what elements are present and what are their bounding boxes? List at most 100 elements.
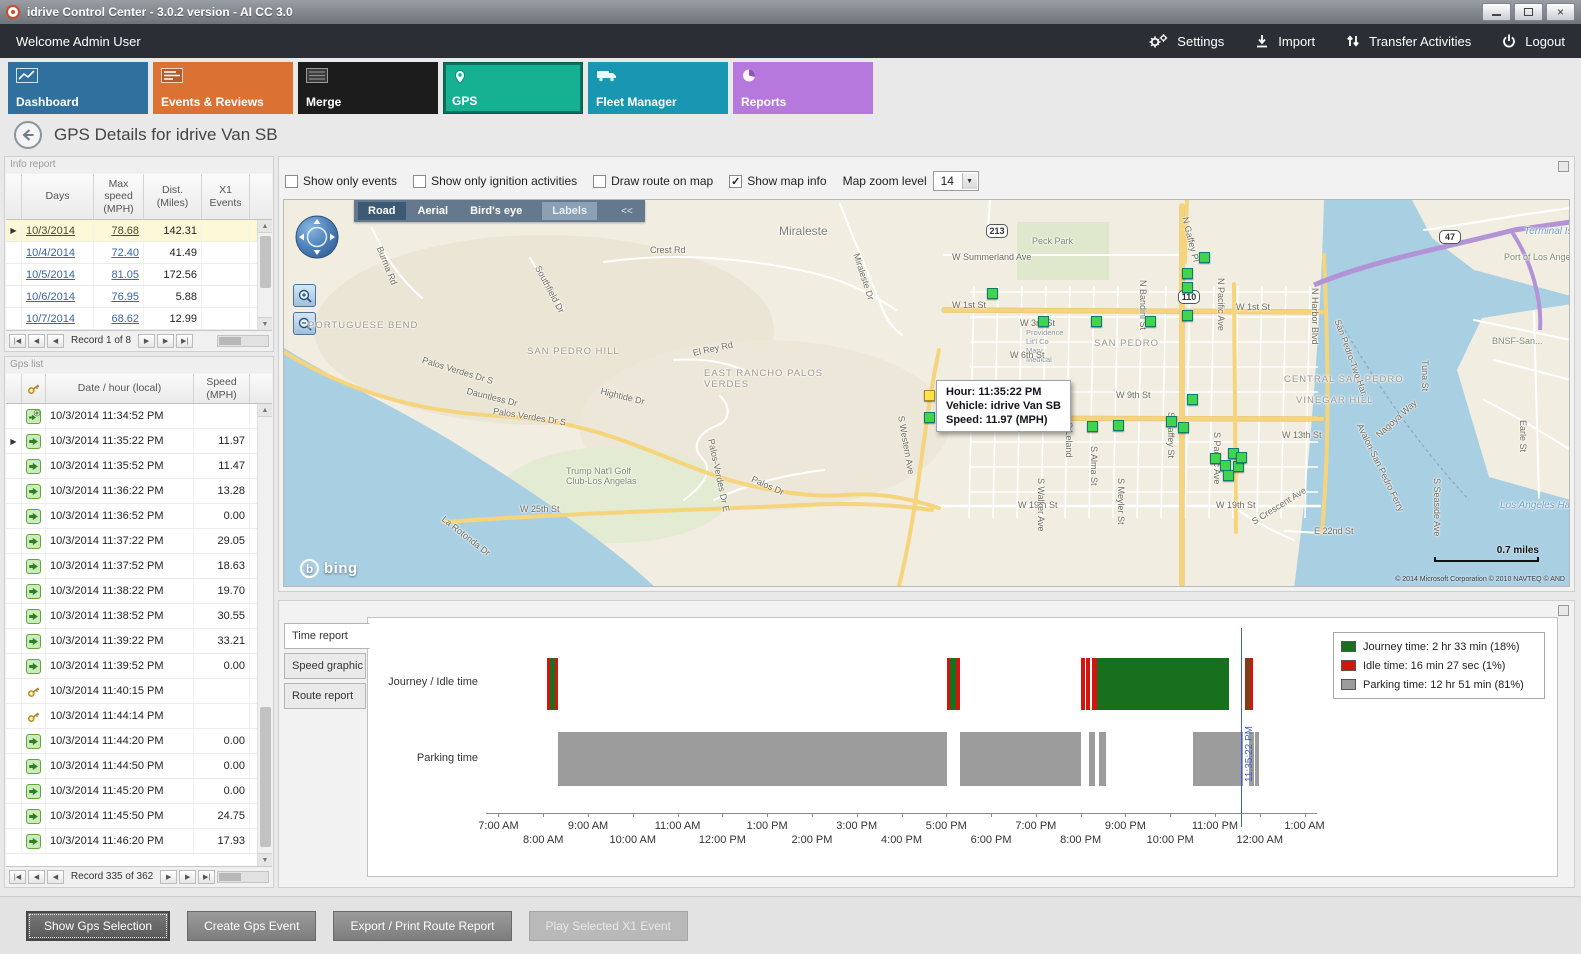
gps-marker[interactable] [1038,316,1049,327]
gps-marker[interactable] [1178,422,1189,433]
gps-pager-next-button[interactable]: ▶ [179,869,197,884]
chart-panel-collapse-button[interactable] [1558,605,1569,616]
map-zoom-select[interactable]: 14 ▼ [932,171,979,191]
gps-icon-column-header[interactable] [22,374,46,403]
gps-list-row[interactable]: 10/3/2014 11:37:52 PM 18.63 [6,554,272,579]
topbar-logout-button[interactable]: Logout [1501,33,1565,49]
date-link[interactable]: 10/7/2014 [26,312,75,325]
map-canvas[interactable]: Road Aerial Bird's eye Labels << Miraleste Pe… [283,199,1570,587]
info-pager-next-button[interactable]: ▶ [138,333,156,348]
info-report-row[interactable]: ▶ 10/3/2014 78.68 142.31 [6,220,272,242]
close-button[interactable]: × [1546,3,1575,21]
gps-list-row[interactable]: 10/3/2014 11:38:52 PM 30.55 [6,604,272,629]
max-speed-link[interactable]: 76.95 [111,290,139,303]
map-panel-collapse-button[interactable] [1558,161,1569,172]
gps-column-header[interactable]: Date / hour (local) [46,374,194,403]
gps-vertical-scrollbar[interactable]: ▲ ▼ [257,404,272,866]
gps-marker[interactable] [1113,420,1124,431]
scroll-thumb[interactable] [259,236,271,288]
gps-list-row[interactable]: 10/3/2014 11:39:52 PM 0.00 [6,654,272,679]
time-chart-plot[interactable]: Journey / Idle time Parking time 7:00 AM 9:… [388,628,1325,846]
gps-marker[interactable] [1236,452,1247,463]
gps-marker[interactable] [987,288,998,299]
gps-marker[interactable] [1187,394,1198,405]
gps-marker[interactable] [1182,310,1193,321]
info-vertical-scrollbar[interactable]: ▲ ▼ [257,220,272,330]
nav-tile-events-reviews[interactable]: Events & Reviews [153,62,293,114]
info-pager-next-button[interactable]: ▶| [176,333,194,348]
map-tabbar-collapse-button[interactable]: << [621,205,633,217]
maximize-button[interactable] [1514,3,1543,21]
nav-tile-reports[interactable]: Reports [733,62,873,114]
nav-tile-fleet-manager[interactable]: Fleet Manager [588,62,728,114]
map-compass-control[interactable] [294,214,340,263]
date-link[interactable]: 10/5/2014 [26,268,75,281]
gps-list-row[interactable]: 10/3/2014 11:44:20 PM 0.00 [6,729,272,754]
info-pager-hscrollbar[interactable] [217,334,269,347]
gps-list-row[interactable]: 10/3/2014 11:35:52 PM 11.47 [6,454,272,479]
topbar-transfer-activities-button[interactable]: Transfer Activities [1345,33,1471,49]
export-print-route-report-button[interactable]: Export / Print Route Report [333,910,512,941]
map-zoom-in-button[interactable] [293,284,316,307]
scroll-up-arrow[interactable]: ▲ [258,220,272,233]
info-column-header[interactable]: Dist. (Miles) [144,174,202,219]
gps-pager-next-button[interactable]: ▶ [160,869,178,884]
gps-marker[interactable] [1087,421,1098,432]
scroll-thumb[interactable] [259,707,271,847]
gps-list-row[interactable]: 10/3/2014 11:45:20 PM 0.00 [6,779,272,804]
back-button[interactable] [14,121,42,149]
date-link[interactable]: 10/4/2014 [26,246,75,259]
gps-list-row[interactable]: 10/3/2014 11:44:14 PM [6,704,272,729]
gps-list-row[interactable]: ▶ 10/3/2014 11:35:22 PM 11.97 [6,429,272,454]
gps-marker[interactable] [1091,316,1102,327]
scroll-down-arrow[interactable]: ▼ [258,317,272,330]
info-column-header[interactable]: Max speed (MPH) [94,174,144,219]
nav-tile-dashboard[interactable]: Dashboard [8,62,148,114]
date-link[interactable]: 10/6/2014 [26,290,75,303]
map-zoom-out-button[interactable] [293,312,316,335]
date-link[interactable]: 10/3/2014 [26,224,75,237]
gps-marker[interactable] [1182,268,1193,279]
max-speed-link[interactable]: 72.40 [111,246,139,259]
checkbox-draw-route-on-map[interactable]: Draw route on map [593,174,713,188]
info-report-row[interactable]: 10/7/2014 68.62 12.99 [6,308,272,330]
gps-list-row[interactable]: 10/3/2014 11:46:20 PM 17.93 [6,829,272,854]
gps-marker[interactable] [1166,416,1177,427]
gps-list-row[interactable]: 10/3/2014 11:34:52 PM [6,404,272,429]
minimize-button[interactable] [1482,3,1511,21]
max-speed-link[interactable]: 68.62 [111,312,139,325]
nav-tile-merge[interactable]: Merge [298,62,438,114]
info-report-row[interactable]: 10/6/2014 76.95 5.88 [6,286,272,308]
chart-tab-time-report[interactable]: Time report [284,623,370,649]
gps-list-row[interactable]: 10/3/2014 11:37:22 PM 29.05 [6,529,272,554]
gps-list-row[interactable]: 10/3/2014 11:38:22 PM 19.70 [6,579,272,604]
show-gps-selection-button[interactable]: Show Gps Selection [26,910,171,941]
max-speed-link[interactable]: 81.05 [111,268,139,281]
info-pager-prev-button[interactable]: ◀ [47,333,64,348]
gps-pager-next-button[interactable]: ▶| [198,869,216,884]
scroll-up-arrow[interactable]: ▲ [258,404,272,417]
gps-marker[interactable] [1210,453,1221,464]
info-pager-next-button[interactable]: ▶ [157,333,175,348]
chart-tab-route-report[interactable]: Route report [284,683,366,709]
gps-list-row[interactable]: 10/3/2014 11:39:22 PM 33.21 [6,629,272,654]
info-report-row[interactable]: 10/5/2014 81.05 172.56 [6,264,272,286]
checkbox-show-only-events[interactable]: Show only events [285,174,397,188]
gps-list-row[interactable]: 10/3/2014 11:44:50 PM 0.00 [6,754,272,779]
gps-pager-prev-button[interactable]: |◀ [9,869,26,884]
scroll-down-arrow[interactable]: ▼ [258,853,272,866]
info-report-row[interactable]: 10/4/2014 72.40 41.49 [6,242,272,264]
nav-tile-gps[interactable]: GPS [443,62,583,114]
gps-list-row[interactable]: 10/3/2014 11:45:50 PM 24.75 [6,804,272,829]
map-view-tab-aerial[interactable]: Aerial [417,205,449,217]
info-column-header[interactable]: X1 Events [202,174,250,219]
gps-list-row[interactable]: 10/3/2014 11:40:15 PM [6,679,272,704]
info-pager-prev-button[interactable]: ◀ [28,333,45,348]
max-speed-link[interactable]: 78.68 [111,224,139,237]
gps-marker[interactable] [1199,252,1210,263]
gps-list-row[interactable]: 10/3/2014 11:36:22 PM 13.28 [6,479,272,504]
gps-marker[interactable] [1182,282,1193,293]
topbar-settings-button[interactable]: Settings [1147,33,1224,49]
info-pager-prev-button[interactable]: |◀ [9,333,26,348]
gps-marker[interactable] [924,412,935,423]
